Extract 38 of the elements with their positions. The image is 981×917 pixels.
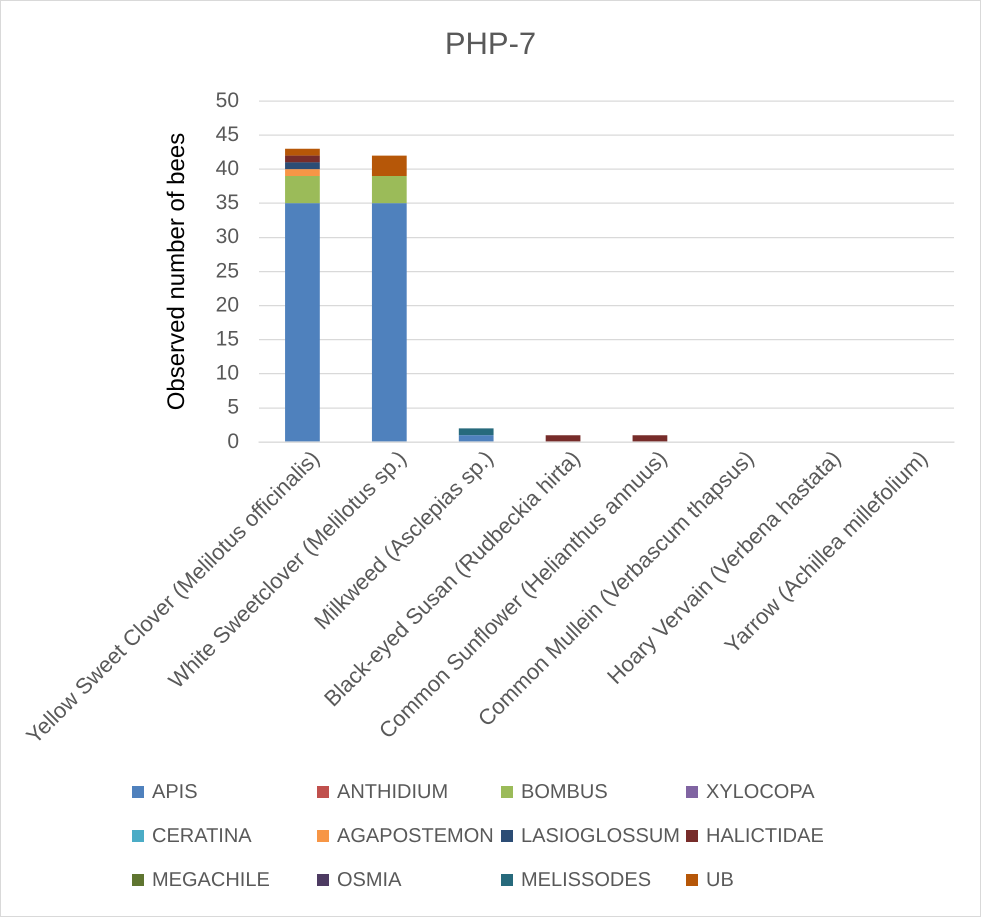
- bar: [458, 435, 494, 442]
- bar: [546, 435, 580, 442]
- legend-label: APIS: [152, 780, 198, 804]
- legend-label: HALICTIDAE: [706, 824, 824, 848]
- legend-label: BOMBUS: [521, 780, 608, 804]
- y-tick-label: 50: [216, 88, 239, 112]
- legend-label: AGAPOSTEMON: [337, 824, 494, 848]
- legend-label: UB: [706, 868, 734, 892]
- legend-label: MELISSODES: [521, 868, 652, 892]
- y-tick-label: 25: [216, 259, 239, 282]
- bar: [372, 176, 407, 204]
- bar: [285, 176, 320, 204]
- y-tick-label: 20: [216, 293, 239, 316]
- y-tick-label: 15: [216, 328, 239, 351]
- chart-title: PHP-7: [444, 26, 536, 62]
- bar: [285, 148, 320, 156]
- legend-label: OSMIA: [337, 868, 402, 892]
- legend-label: ANTHIDIUM: [337, 780, 448, 804]
- legend-label: MEGACHILE: [152, 868, 270, 892]
- y-tick-label: 5: [227, 396, 239, 419]
- y-tick-label: 0: [227, 430, 239, 453]
- bar: [632, 435, 668, 442]
- y-axis-title: Observed number of bees: [163, 132, 190, 410]
- bar: [285, 203, 320, 442]
- y-tick-label: 35: [216, 191, 239, 214]
- y-tick-label: 45: [216, 122, 239, 146]
- y-tick-label: 40: [216, 157, 239, 180]
- legend-label: XYLOCOPA: [706, 780, 815, 804]
- bar: [372, 203, 407, 442]
- y-tick-label: 30: [216, 225, 239, 248]
- bar: [285, 169, 320, 176]
- legend-label: CERATINA: [152, 824, 252, 848]
- bar: [458, 428, 494, 436]
- bar: [372, 156, 407, 176]
- y-tick-label: 10: [216, 362, 239, 385]
- bar: [285, 162, 320, 170]
- legend-label: LASIOGLOSSUM: [521, 824, 680, 848]
- bar: [285, 156, 320, 162]
